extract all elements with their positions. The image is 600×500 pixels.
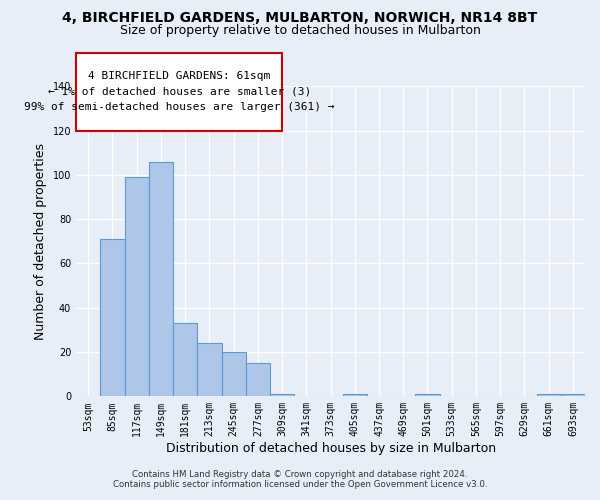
- Bar: [125, 177, 149, 396]
- Text: 4, BIRCHFIELD GARDENS, MULBARTON, NORWICH, NR14 8BT: 4, BIRCHFIELD GARDENS, MULBARTON, NORWIC…: [62, 11, 538, 25]
- Text: 4 BIRCHFIELD GARDENS: 61sqm: 4 BIRCHFIELD GARDENS: 61sqm: [88, 72, 270, 82]
- Text: Contains HM Land Registry data © Crown copyright and database right 2024.
Contai: Contains HM Land Registry data © Crown c…: [113, 470, 487, 489]
- Bar: [415, 394, 440, 396]
- Bar: [173, 323, 197, 396]
- Text: 99% of semi-detached houses are larger (361) →: 99% of semi-detached houses are larger (…: [24, 102, 334, 113]
- FancyBboxPatch shape: [76, 53, 282, 130]
- Bar: [197, 343, 221, 396]
- Text: Size of property relative to detached houses in Mulbarton: Size of property relative to detached ho…: [119, 24, 481, 37]
- Bar: [536, 394, 561, 396]
- Bar: [270, 394, 294, 396]
- Bar: [221, 352, 246, 397]
- Bar: [149, 162, 173, 396]
- X-axis label: Distribution of detached houses by size in Mulbarton: Distribution of detached houses by size …: [166, 442, 496, 455]
- Text: ← 1% of detached houses are smaller (3): ← 1% of detached houses are smaller (3): [47, 87, 311, 97]
- Bar: [246, 363, 270, 396]
- Bar: [561, 394, 585, 396]
- Bar: [100, 239, 125, 396]
- Bar: [343, 394, 367, 396]
- Y-axis label: Number of detached properties: Number of detached properties: [34, 143, 47, 340]
